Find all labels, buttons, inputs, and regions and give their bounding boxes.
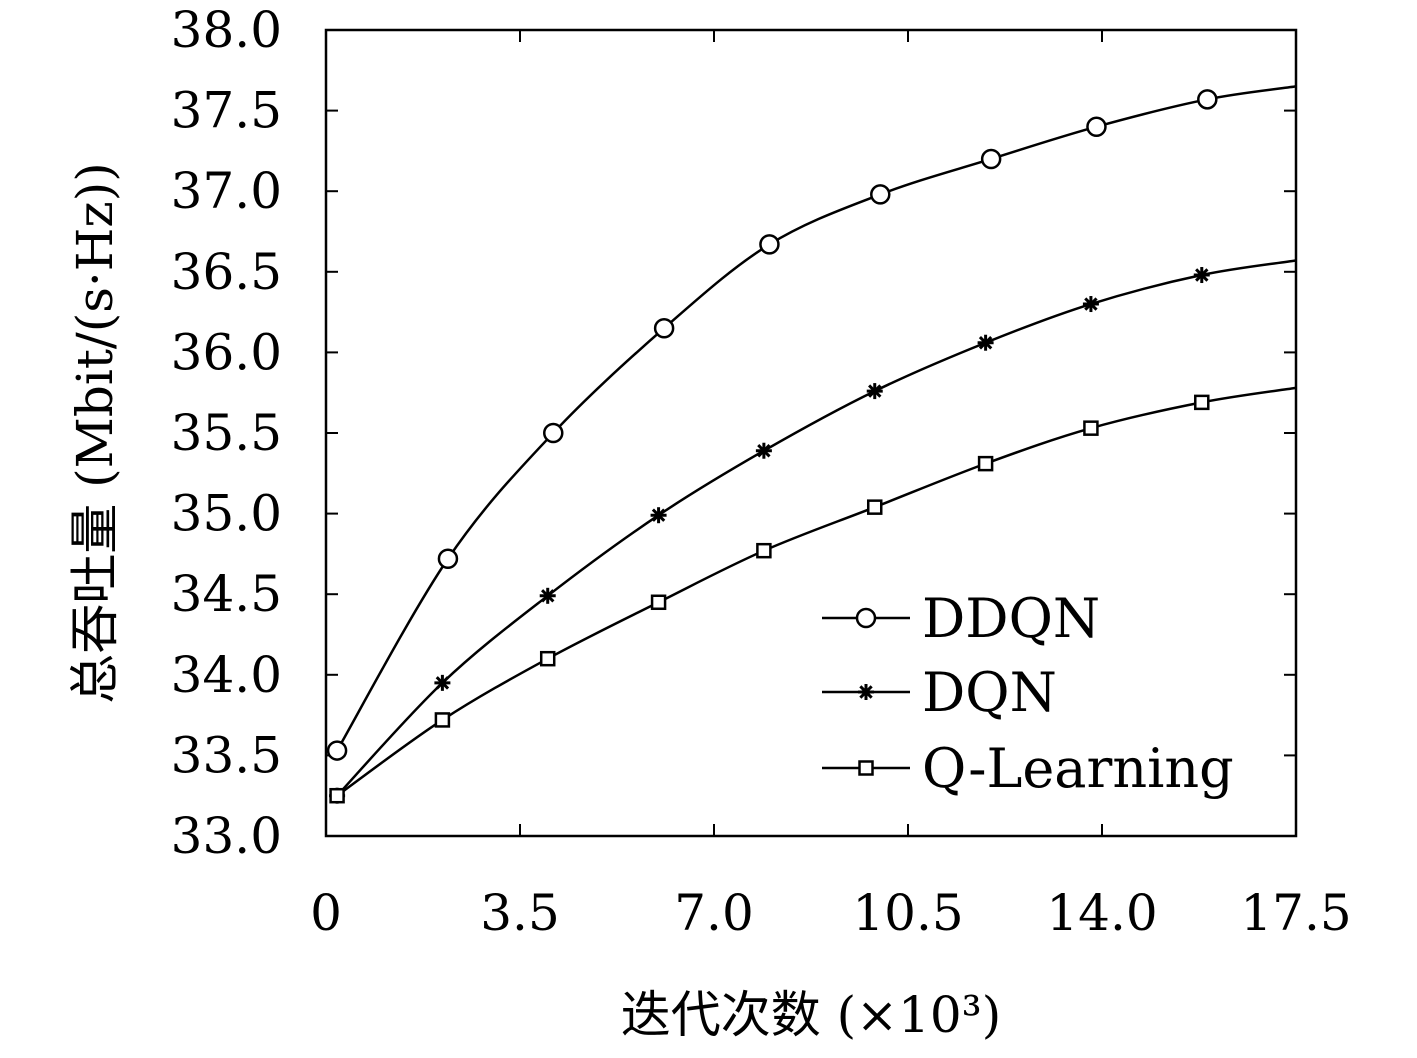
data-point-ddqn [1086,116,1107,137]
x-axis-label: 迭代次数 (×10³) [621,986,1001,1044]
series-line-dqn [336,259,1297,797]
data-point-dqn [866,383,883,400]
y-tick-label: 36.5 [171,243,282,301]
star-stroke [1084,297,1098,311]
data-point-q-learning [756,542,772,559]
data-point-ddqn [759,234,780,255]
data-point-dqn [539,587,556,604]
data-point-q-learning [1194,394,1210,411]
star-stroke [435,676,450,690]
data-point-ddqn [870,184,891,205]
y-tick-label: 34.0 [171,646,282,704]
y-tick-label: 37.5 [171,82,282,140]
data-point-dqn [1193,267,1210,284]
legend-label: DQN [922,661,1057,724]
plot-frame [324,28,1298,838]
data-point-ddqn [543,422,564,444]
y-tick-label: 35.5 [171,404,282,462]
legend-item-ddqn: DDQN [822,587,1100,650]
legend: DDQN DQN Q-Learning [822,587,1234,800]
star-stroke [978,336,993,350]
legend-label: DDQN [922,587,1100,650]
series-line-q-learning [336,386,1297,797]
series-line-ddqn [336,85,1297,752]
data-point-ddqn [1197,89,1218,110]
star-stroke [859,685,873,699]
x-tick-label: 7.0 [674,884,754,942]
data-point-dqn [977,334,994,351]
star-stroke [1195,268,1209,282]
data-point-q-learning [539,650,556,667]
data-point-ddqn [980,148,1002,170]
x-tick-label: 3.5 [480,884,560,942]
y-tick-label: 38.0 [171,1,282,59]
x-tick-label: 10.5 [852,884,963,942]
legend-item-q-learning: Q-Learning [822,737,1234,800]
star-stroke [540,589,555,603]
data-point-q-learning [1083,420,1099,436]
legend-label: Q-Learning [922,737,1234,800]
y-tick-label: 36.0 [171,323,282,381]
series-ddqn [326,85,1297,761]
data-point-q-learning [866,499,883,515]
data-point-q-learning [977,455,994,472]
tick-labels: 0 3.5 7.0 10.5 14.0 17.5 33.0 33.5 34.0 34.5 35.0 3… [171,1,1352,942]
y-tick-label: 33.0 [171,807,282,865]
legend-marker-dqn [858,684,874,700]
data-point-ddqn [326,740,348,761]
y-axis-label: 总吞吐量 (Mbit/(s·Hz)) [66,162,124,704]
tick-marks [325,29,1297,837]
data-point-dqn [755,442,772,459]
star-stroke [651,508,666,522]
star-stroke [757,444,771,458]
data-point-ddqn [653,317,675,339]
data-point-dqn [650,507,667,524]
data-point-q-learning [329,787,345,804]
x-tick-label: 0 [310,884,342,942]
x-tick-label: 17.5 [1240,884,1351,942]
y-tick-label: 37.0 [171,162,282,220]
data-point-q-learning [650,594,667,611]
legend-marker-q-learning [858,760,874,776]
legend-marker-ddqn [855,607,877,629]
data-point-dqn [1082,296,1099,313]
data-point-dqn [434,674,451,691]
series-q-learning [329,386,1297,804]
series-dqn [329,259,1297,804]
x-tick-label: 14.0 [1046,884,1157,942]
legend-item-dqn: DQN [822,661,1057,724]
series-layer [326,85,1297,804]
data-point-ddqn [437,548,459,569]
data-point-q-learning [434,712,451,728]
y-tick-label: 35.0 [171,485,282,543]
y-tick-label: 33.5 [171,726,282,784]
star-stroke [868,384,882,398]
y-tick-label: 34.5 [171,565,282,623]
